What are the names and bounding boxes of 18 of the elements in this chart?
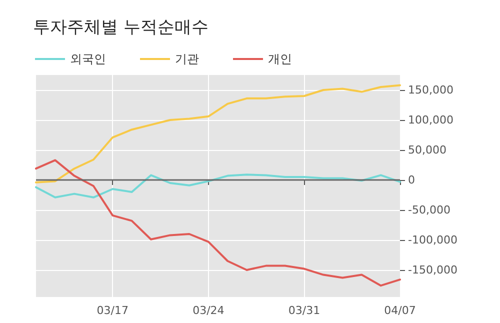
y-tick-label: 50,000 bbox=[408, 144, 446, 156]
y-tick-label: -100,000 bbox=[408, 234, 458, 246]
chart-title: 투자주체별 누적순매수 bbox=[33, 18, 208, 38]
legend-label: 외국인 bbox=[70, 52, 106, 66]
line-series bbox=[35, 84, 401, 184]
legend-label: 기관 bbox=[175, 52, 199, 66]
y-tick-label: 150,000 bbox=[408, 84, 454, 96]
x-tick-label: 03/24 bbox=[192, 304, 224, 317]
x-tick-label: 03/31 bbox=[288, 304, 320, 317]
legend-label: 개인 bbox=[268, 52, 292, 66]
x-tick-label: 04/07 bbox=[384, 304, 416, 317]
y-tick-label: -150,000 bbox=[408, 264, 458, 276]
line-series bbox=[35, 159, 401, 287]
line-series bbox=[35, 174, 401, 198]
y-tick-label: 0 bbox=[408, 174, 415, 186]
x-tick-label: 03/17 bbox=[96, 304, 128, 317]
y-tick-label: -50,000 bbox=[408, 204, 450, 216]
y-tick-label: 100,000 bbox=[408, 114, 454, 126]
